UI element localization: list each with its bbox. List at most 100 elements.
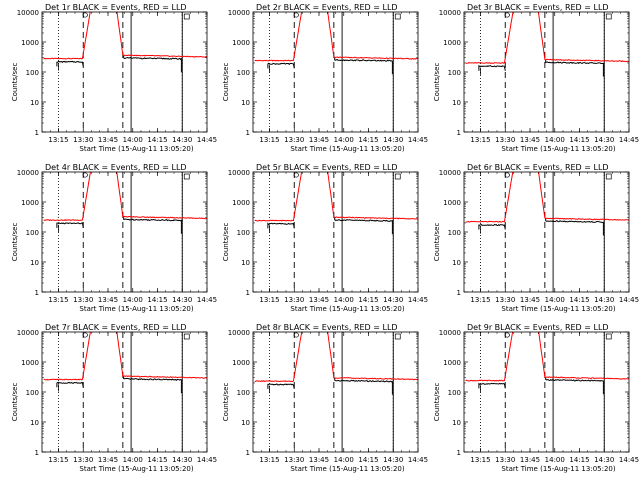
x-tick-label: 13:30	[284, 136, 304, 144]
y-tick-label: 10000	[439, 329, 461, 337]
x-axis-label: Start Time (15-Aug-11 13:05:20)	[290, 305, 404, 313]
chart-panel: Det 9r BLACK = Events, RED = LLD Start Ti…	[433, 323, 639, 473]
black-events-series	[334, 217, 393, 235]
x-tick-label: 13:30	[495, 456, 515, 464]
black-events-series	[123, 55, 182, 73]
y-tick-label: 1000	[443, 359, 461, 367]
x-axis-label: Start Time (15-Aug-11 13:05:20)	[79, 465, 193, 473]
x-tick-label: 14:45	[619, 296, 639, 304]
black-events-series	[267, 62, 295, 69]
chart-title: Det 2r BLACK = Events, RED = LLD	[256, 3, 398, 12]
y-tick-label: 10	[452, 419, 461, 427]
square-symbol	[394, 173, 401, 180]
plot-frame	[252, 171, 419, 293]
y-tick-label: 100	[448, 229, 461, 237]
x-tick-label: 14:30	[172, 456, 192, 464]
chart-panel: Det 1r BLACK = Events, RED = LLD Start Ti…	[11, 3, 217, 153]
chart-panel: Det 5r BLACK = Events, RED = LLD Start Ti…	[222, 163, 428, 313]
x-axis-label: Start Time (15-Aug-11 13:05:20)	[79, 305, 193, 313]
x-tick-label: 14:30	[172, 296, 192, 304]
y-tick-label: 1000	[21, 359, 39, 367]
x-tick-label: 13:30	[73, 136, 93, 144]
y-tick-label: 10	[241, 419, 250, 427]
x-tick-label: 14:15	[358, 456, 378, 464]
x-tick-label: 13:15	[259, 296, 279, 304]
x-tick-label: 14:30	[594, 136, 614, 144]
y-tick-label: 100	[26, 389, 39, 397]
red-lld-series	[254, 332, 418, 383]
circle-symbol	[504, 332, 510, 338]
x-tick-label: 14:15	[569, 136, 589, 144]
x-tick-label: 14:00	[334, 456, 354, 464]
x-tick-label: 14:45	[619, 456, 639, 464]
chart-panel: Det 7r BLACK = Events, RED = LLD Start Ti…	[11, 323, 217, 473]
x-tick-label: 13:15	[48, 296, 68, 304]
square-symbol	[183, 333, 190, 340]
x-tick-label: 14:00	[334, 136, 354, 144]
x-tick-label: 14:00	[123, 136, 143, 144]
chart-panel: Det 3r BLACK = Events, RED = LLD Start Ti…	[433, 3, 639, 153]
plot-frame	[463, 171, 630, 293]
x-tick-label: 13:45	[520, 136, 540, 144]
circle-symbol	[293, 332, 299, 338]
y-axis-label: Counts/sec	[433, 63, 441, 102]
y-tick-label: 10	[452, 99, 461, 107]
x-tick-label: 13:15	[470, 136, 490, 144]
square-symbol	[183, 13, 190, 20]
square-symbol	[183, 173, 190, 180]
square-symbol	[394, 333, 401, 340]
y-axis-label: Counts/sec	[11, 63, 19, 102]
circle-symbol	[82, 172, 88, 178]
black-events-series	[267, 222, 295, 229]
x-tick-label: 14:15	[147, 136, 167, 144]
y-tick-label: 100	[237, 69, 250, 77]
square-symbol	[394, 13, 401, 20]
chart-panel: Det 4r BLACK = Events, RED = LLD Start Ti…	[11, 163, 217, 313]
x-tick-label: 14:45	[408, 296, 428, 304]
y-axis-label: Counts/sec	[11, 383, 19, 422]
circle-symbol	[82, 332, 88, 338]
y-tick-label: 1000	[21, 199, 39, 207]
x-tick-label: 13:30	[495, 136, 515, 144]
y-tick-label: 10000	[228, 9, 250, 17]
y-tick-label: 1000	[232, 199, 250, 207]
x-tick-label: 14:00	[545, 456, 565, 464]
x-axis-label: Start Time (15-Aug-11 13:05:20)	[501, 465, 615, 473]
y-tick-label: 1	[35, 129, 39, 137]
chart-title: Det 8r BLACK = Events, RED = LLD	[256, 323, 398, 332]
x-tick-label: 14:45	[197, 136, 217, 144]
x-tick-label: 14:30	[383, 136, 403, 144]
x-tick-label: 13:15	[48, 136, 68, 144]
x-tick-label: 13:45	[98, 296, 118, 304]
plot-frame	[41, 11, 208, 133]
y-tick-label: 100	[26, 69, 39, 77]
x-tick-label: 14:00	[545, 296, 565, 304]
x-tick-label: 13:30	[495, 296, 515, 304]
red-lld-series	[465, 332, 629, 382]
y-tick-label: 100	[26, 229, 39, 237]
x-tick-label: 13:45	[309, 456, 329, 464]
x-tick-label: 13:30	[73, 456, 93, 464]
x-tick-label: 14:15	[358, 136, 378, 144]
plot-frame	[252, 331, 419, 453]
y-tick-label: 1	[246, 449, 250, 457]
chart-panel: Det 8r BLACK = Events, RED = LLD Start Ti…	[222, 323, 428, 473]
circle-symbol	[82, 12, 88, 18]
x-tick-label: 14:15	[569, 456, 589, 464]
y-tick-label: 1	[246, 289, 250, 297]
black-events-series	[478, 382, 506, 389]
black-events-series	[334, 378, 393, 395]
y-tick-label: 1000	[232, 359, 250, 367]
x-tick-label: 13:30	[73, 296, 93, 304]
plot-frame	[41, 171, 208, 293]
x-tick-label: 14:30	[594, 456, 614, 464]
circle-symbol	[293, 12, 299, 18]
y-axis-label: Counts/sec	[222, 223, 230, 262]
x-tick-label: 14:15	[569, 296, 589, 304]
y-tick-label: 1000	[443, 199, 461, 207]
y-tick-label: 1	[457, 449, 461, 457]
y-tick-label: 10000	[17, 9, 39, 17]
black-events-series	[545, 60, 604, 77]
x-tick-label: 14:45	[408, 456, 428, 464]
